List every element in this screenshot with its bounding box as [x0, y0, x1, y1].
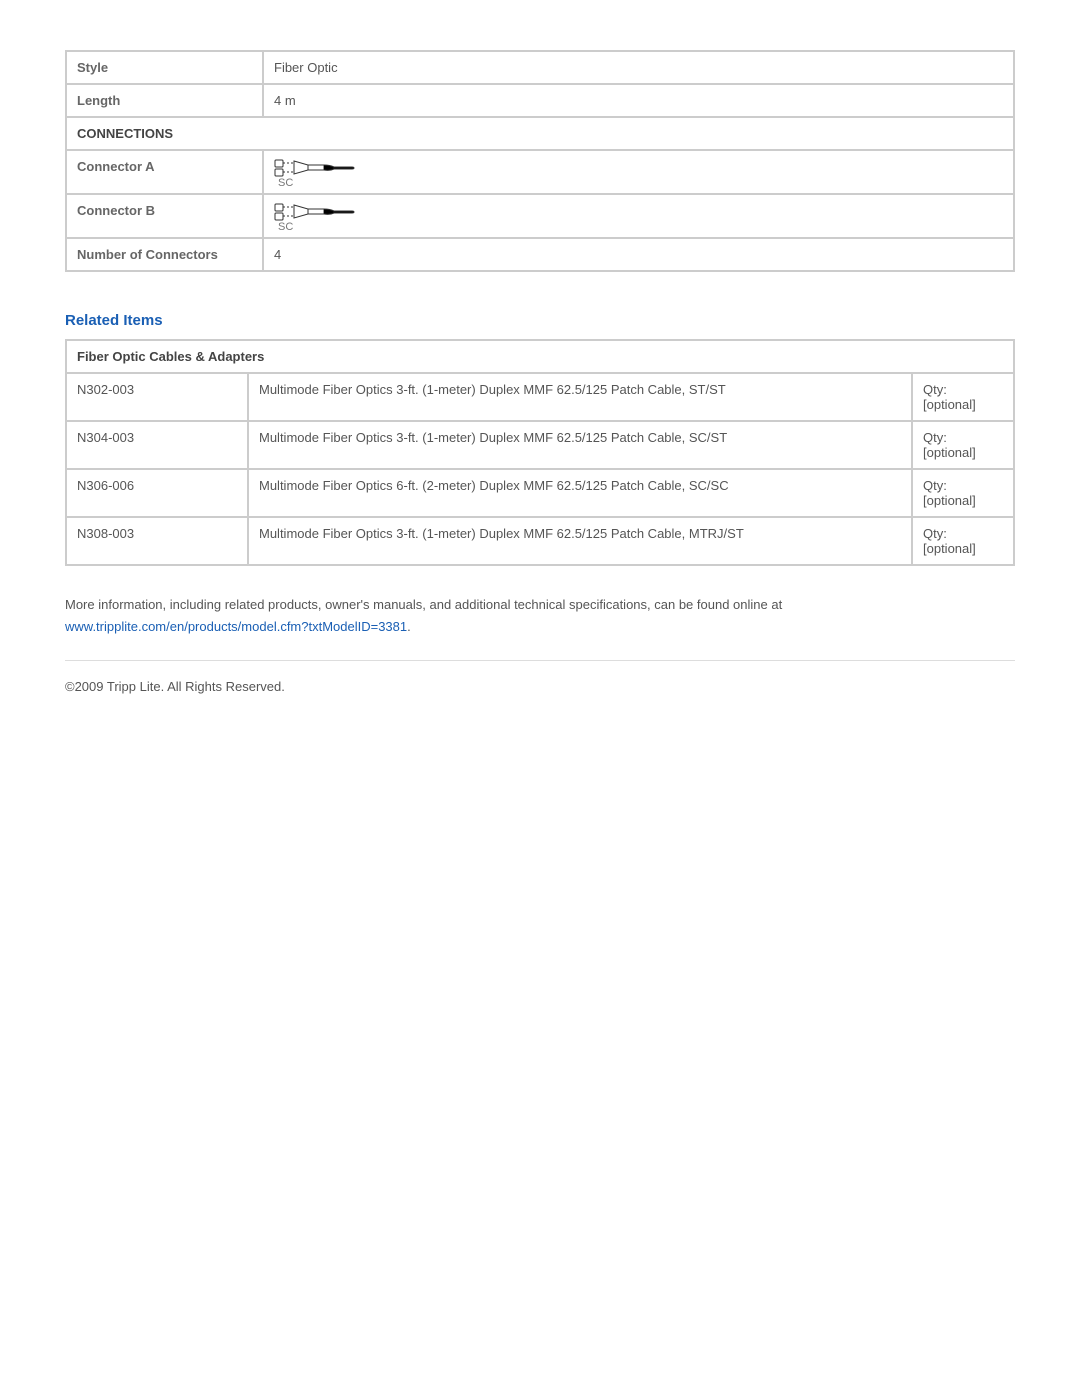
- table-row: Fiber Optic Cables & Adapters: [67, 341, 1013, 372]
- connector-a-caption: SC: [278, 177, 1003, 189]
- related-item-qty: Qty: [optional]: [913, 470, 1013, 516]
- spec-label-num-connectors: Number of Connectors: [67, 239, 262, 270]
- related-category-header: Fiber Optic Cables & Adapters: [67, 341, 1013, 372]
- related-item-qty: Qty: [optional]: [913, 422, 1013, 468]
- related-item-pn: N306-006: [67, 470, 247, 516]
- related-items-table: Fiber Optic Cables & Adapters N302-003 M…: [65, 339, 1015, 566]
- sc-connector-icon: [274, 157, 358, 179]
- spec-value-num-connectors: 4: [264, 239, 1013, 270]
- spec-value-connector-a: SC: [264, 151, 1013, 193]
- spec-value-length: 4 m: [264, 85, 1013, 116]
- specs-table: Style Fiber Optic Length 4 m CONNECTIONS…: [65, 50, 1015, 272]
- related-item-qty: Qty: [optional]: [913, 518, 1013, 564]
- period: .: [407, 619, 411, 634]
- table-row: N304-003 Multimode Fiber Optics 3-ft. (1…: [67, 422, 1013, 468]
- spec-value-style: Fiber Optic: [264, 52, 1013, 83]
- table-row: Length 4 m: [67, 85, 1013, 116]
- related-items-heading: Related Items: [65, 312, 1015, 329]
- connector-b-caption: SC: [278, 221, 1003, 233]
- footer-divider: [65, 660, 1015, 661]
- spec-value-connector-b: SC: [264, 195, 1013, 237]
- section-header-connections: CONNECTIONS: [67, 118, 1013, 149]
- related-item-pn: N308-003: [67, 518, 247, 564]
- related-item-desc: Multimode Fiber Optics 3-ft. (1-meter) D…: [249, 422, 911, 468]
- table-row: N302-003 Multimode Fiber Optics 3-ft. (1…: [67, 374, 1013, 420]
- table-row: CONNECTIONS: [67, 118, 1013, 149]
- table-row: Number of Connectors 4: [67, 239, 1013, 270]
- related-item-pn: N304-003: [67, 422, 247, 468]
- related-item-qty: Qty: [optional]: [913, 374, 1013, 420]
- table-row: Connector A SC: [67, 151, 1013, 193]
- table-row: N308-003 Multimode Fiber Optics 3-ft. (1…: [67, 518, 1013, 564]
- related-item-desc: Multimode Fiber Optics 6-ft. (2-meter) D…: [249, 470, 911, 516]
- related-item-desc: Multimode Fiber Optics 3-ft. (1-meter) D…: [249, 374, 911, 420]
- related-item-desc: Multimode Fiber Optics 3-ft. (1-meter) D…: [249, 518, 911, 564]
- spec-label-connector-a: Connector A: [67, 151, 262, 193]
- sc-connector-icon: [274, 201, 358, 223]
- spec-label-connector-b: Connector B: [67, 195, 262, 237]
- table-row: Connector B SC: [67, 195, 1013, 237]
- more-info-link[interactable]: www.tripplite.com/en/products/model.cfm?…: [65, 619, 407, 634]
- more-info-text: More information, including related prod…: [65, 594, 1015, 638]
- table-row: N306-006 Multimode Fiber Optics 6-ft. (2…: [67, 470, 1013, 516]
- related-item-pn: N302-003: [67, 374, 247, 420]
- spec-label-style: Style: [67, 52, 262, 83]
- more-info-prefix: More information, including related prod…: [65, 597, 782, 612]
- table-row: Style Fiber Optic: [67, 52, 1013, 83]
- spec-label-length: Length: [67, 85, 262, 116]
- copyright-text: ©2009 Tripp Lite. All Rights Reserved.: [65, 679, 1015, 694]
